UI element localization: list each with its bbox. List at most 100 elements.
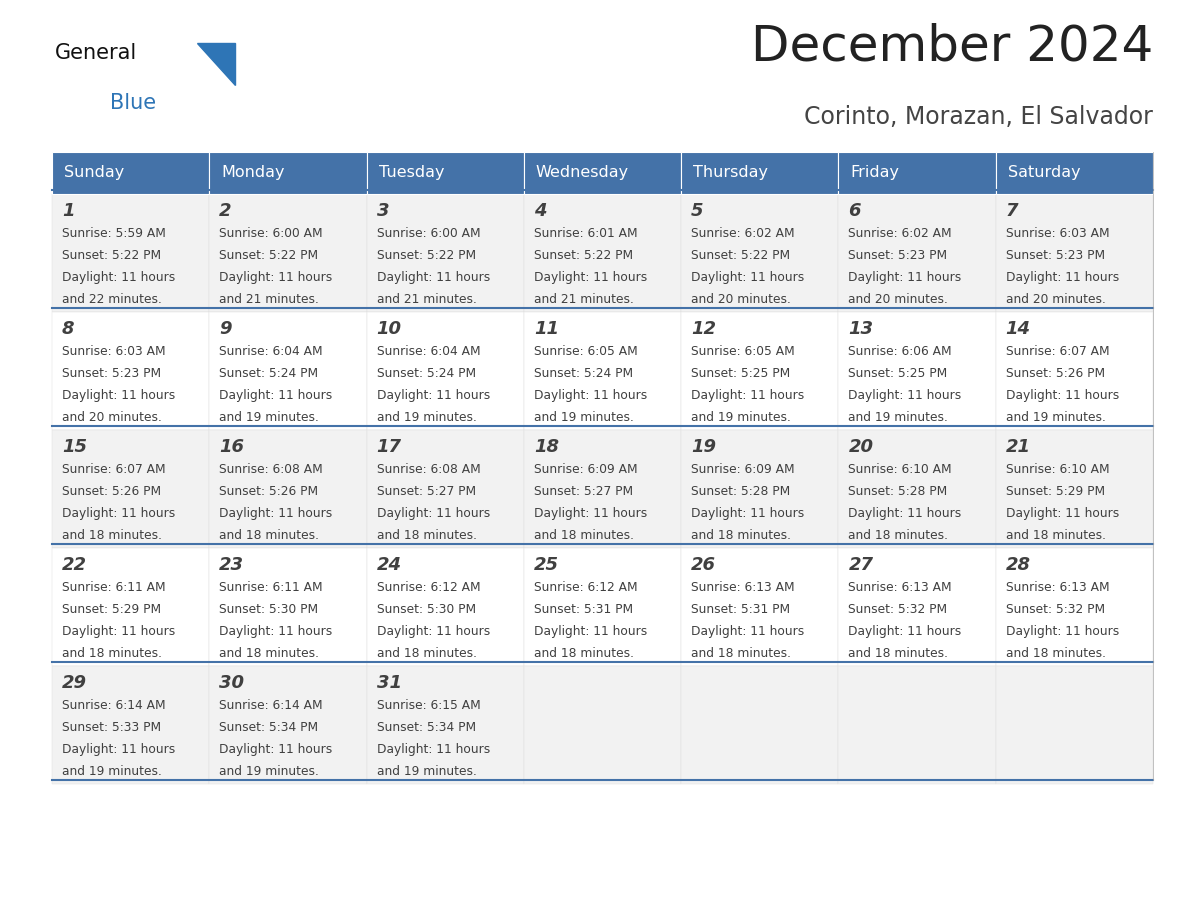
Text: Sunset: 5:30 PM: Sunset: 5:30 PM — [220, 603, 318, 616]
Text: 6: 6 — [848, 202, 861, 220]
Text: Sunday: Sunday — [64, 165, 125, 181]
Text: and 18 minutes.: and 18 minutes. — [377, 529, 476, 542]
Text: Daylight: 11 hours: Daylight: 11 hours — [533, 507, 647, 520]
Text: and 18 minutes.: and 18 minutes. — [848, 529, 948, 542]
Bar — [524, 666, 681, 784]
Text: Sunrise: 6:14 AM: Sunrise: 6:14 AM — [62, 699, 165, 712]
Text: and 21 minutes.: and 21 minutes. — [220, 293, 320, 306]
Text: and 20 minutes.: and 20 minutes. — [848, 293, 948, 306]
Text: Sunrise: 6:00 AM: Sunrise: 6:00 AM — [377, 227, 480, 240]
Text: 23: 23 — [220, 556, 245, 574]
Text: Daylight: 11 hours: Daylight: 11 hours — [691, 271, 804, 284]
Text: Daylight: 11 hours: Daylight: 11 hours — [220, 625, 333, 638]
Text: Sunrise: 6:10 AM: Sunrise: 6:10 AM — [848, 463, 952, 476]
Text: Sunset: 5:22 PM: Sunset: 5:22 PM — [220, 249, 318, 262]
Text: Daylight: 11 hours: Daylight: 11 hours — [533, 271, 647, 284]
Text: Daylight: 11 hours: Daylight: 11 hours — [220, 743, 333, 756]
Text: Daylight: 11 hours: Daylight: 11 hours — [1006, 389, 1119, 402]
Text: Sunrise: 6:12 AM: Sunrise: 6:12 AM — [377, 581, 480, 594]
Text: Daylight: 11 hours: Daylight: 11 hours — [691, 507, 804, 520]
Bar — [839, 152, 996, 194]
Text: 14: 14 — [1006, 320, 1031, 338]
Text: Daylight: 11 hours: Daylight: 11 hours — [377, 271, 489, 284]
Text: Sunrise: 6:00 AM: Sunrise: 6:00 AM — [220, 227, 323, 240]
Text: 26: 26 — [691, 556, 716, 574]
Text: Sunset: 5:34 PM: Sunset: 5:34 PM — [220, 721, 318, 734]
Text: Sunset: 5:30 PM: Sunset: 5:30 PM — [377, 603, 475, 616]
Bar — [52, 194, 209, 312]
Bar — [52, 430, 209, 548]
Text: Daylight: 11 hours: Daylight: 11 hours — [691, 389, 804, 402]
Bar — [524, 548, 681, 666]
Text: and 19 minutes.: and 19 minutes. — [220, 765, 320, 778]
Text: Sunrise: 6:04 AM: Sunrise: 6:04 AM — [377, 345, 480, 358]
Bar — [839, 666, 996, 784]
Bar — [839, 430, 996, 548]
Text: 25: 25 — [533, 556, 558, 574]
Text: Sunset: 5:26 PM: Sunset: 5:26 PM — [220, 485, 318, 498]
Bar — [996, 194, 1154, 312]
Text: Sunrise: 6:01 AM: Sunrise: 6:01 AM — [533, 227, 638, 240]
Text: 13: 13 — [848, 320, 873, 338]
Text: and 18 minutes.: and 18 minutes. — [1006, 529, 1106, 542]
Text: 5: 5 — [691, 202, 703, 220]
Text: 22: 22 — [62, 556, 87, 574]
Bar — [996, 430, 1154, 548]
Text: and 18 minutes.: and 18 minutes. — [848, 647, 948, 660]
Text: Sunset: 5:32 PM: Sunset: 5:32 PM — [848, 603, 948, 616]
Text: Sunrise: 6:10 AM: Sunrise: 6:10 AM — [1006, 463, 1110, 476]
Polygon shape — [197, 43, 235, 85]
Text: Sunset: 5:33 PM: Sunset: 5:33 PM — [62, 721, 162, 734]
Bar — [367, 312, 524, 430]
Text: 28: 28 — [1006, 556, 1031, 574]
Text: Monday: Monday — [221, 165, 285, 181]
Text: Daylight: 11 hours: Daylight: 11 hours — [62, 271, 176, 284]
Text: Sunset: 5:31 PM: Sunset: 5:31 PM — [691, 603, 790, 616]
Text: Sunrise: 6:07 AM: Sunrise: 6:07 AM — [1006, 345, 1110, 358]
Text: and 20 minutes.: and 20 minutes. — [691, 293, 791, 306]
Text: Daylight: 11 hours: Daylight: 11 hours — [848, 507, 961, 520]
Text: 30: 30 — [220, 674, 245, 692]
Text: 21: 21 — [1006, 438, 1031, 456]
Text: Sunset: 5:31 PM: Sunset: 5:31 PM — [533, 603, 633, 616]
Text: and 19 minutes.: and 19 minutes. — [377, 765, 476, 778]
Text: Sunrise: 6:13 AM: Sunrise: 6:13 AM — [691, 581, 795, 594]
Bar — [367, 152, 524, 194]
Bar — [367, 430, 524, 548]
Bar — [996, 312, 1154, 430]
Bar — [367, 194, 524, 312]
Text: Sunset: 5:34 PM: Sunset: 5:34 PM — [377, 721, 475, 734]
Text: Sunrise: 6:03 AM: Sunrise: 6:03 AM — [1006, 227, 1110, 240]
Text: Sunrise: 6:09 AM: Sunrise: 6:09 AM — [691, 463, 795, 476]
Text: and 21 minutes.: and 21 minutes. — [533, 293, 633, 306]
Text: and 18 minutes.: and 18 minutes. — [691, 647, 791, 660]
Bar — [524, 312, 681, 430]
Bar — [524, 152, 681, 194]
Text: Sunrise: 6:09 AM: Sunrise: 6:09 AM — [533, 463, 638, 476]
Text: Daylight: 11 hours: Daylight: 11 hours — [220, 271, 333, 284]
Text: 19: 19 — [691, 438, 716, 456]
Text: General: General — [55, 43, 138, 63]
Text: Daylight: 11 hours: Daylight: 11 hours — [62, 625, 176, 638]
Text: Daylight: 11 hours: Daylight: 11 hours — [848, 271, 961, 284]
Bar — [681, 430, 839, 548]
Text: December 2024: December 2024 — [751, 22, 1154, 70]
Text: 29: 29 — [62, 674, 87, 692]
Bar — [209, 152, 367, 194]
Text: Sunset: 5:32 PM: Sunset: 5:32 PM — [1006, 603, 1105, 616]
Text: Sunset: 5:27 PM: Sunset: 5:27 PM — [533, 485, 633, 498]
Text: Sunset: 5:22 PM: Sunset: 5:22 PM — [62, 249, 162, 262]
Text: and 18 minutes.: and 18 minutes. — [377, 647, 476, 660]
Text: and 19 minutes.: and 19 minutes. — [848, 411, 948, 424]
Text: Sunset: 5:25 PM: Sunset: 5:25 PM — [691, 367, 790, 380]
Text: Sunset: 5:22 PM: Sunset: 5:22 PM — [691, 249, 790, 262]
Text: Sunrise: 6:02 AM: Sunrise: 6:02 AM — [691, 227, 795, 240]
Text: Sunrise: 5:59 AM: Sunrise: 5:59 AM — [62, 227, 166, 240]
Bar — [52, 666, 209, 784]
Text: and 18 minutes.: and 18 minutes. — [220, 647, 320, 660]
Text: Daylight: 11 hours: Daylight: 11 hours — [377, 389, 489, 402]
Bar — [524, 194, 681, 312]
Text: 27: 27 — [848, 556, 873, 574]
Bar — [52, 548, 209, 666]
Text: Sunrise: 6:15 AM: Sunrise: 6:15 AM — [377, 699, 480, 712]
